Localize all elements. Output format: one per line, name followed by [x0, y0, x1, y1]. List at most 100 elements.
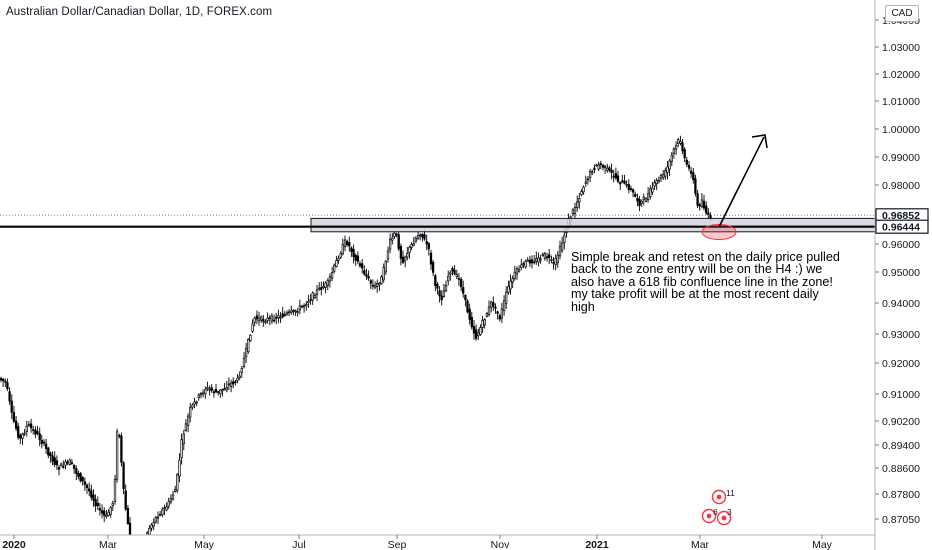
- candle: [23, 429, 26, 437]
- candle: [311, 291, 314, 305]
- candle: [10, 394, 13, 419]
- x-tick-label: May: [812, 539, 833, 550]
- candle: [107, 509, 110, 517]
- y-tick-label: 0.96000: [882, 239, 920, 251]
- price-axis[interactable]: 1.040001.030001.020001.010001.000000.990…: [874, 0, 929, 550]
- candle: [524, 259, 527, 269]
- candle: [180, 433, 183, 465]
- x-tick-label: Sep: [388, 539, 407, 550]
- candle: [98, 503, 102, 516]
- time-axis[interactable]: 2020 Mar May Jul Sep Nov 2021 Mar May: [0, 534, 875, 550]
- economic-events[interactable]: 11 6 3: [701, 488, 736, 526]
- candle: [636, 193, 639, 207]
- candle: [0, 376, 3, 383]
- candle: [363, 265, 366, 276]
- candle: [348, 236, 351, 252]
- candle: [386, 246, 390, 263]
- candle: [595, 163, 598, 167]
- candle: [677, 137, 680, 148]
- candle: [674, 141, 678, 155]
- currency-badge[interactable]: CAD: [885, 5, 919, 22]
- candle: [399, 243, 403, 266]
- candle: [100, 504, 104, 519]
- candle: [217, 390, 220, 396]
- candle: [621, 174, 624, 184]
- price-label[interactable]: 0.96444: [875, 219, 929, 234]
- candle: [408, 245, 411, 259]
- y-tick-label: 0.88600: [882, 463, 920, 475]
- candle: [352, 244, 355, 264]
- candle: [29, 418, 33, 433]
- candle: [79, 472, 82, 483]
- event-flag-ca[interactable]: [711, 489, 727, 505]
- y-tick-label: 1.00000: [882, 124, 920, 136]
- candle: [38, 427, 41, 447]
- candle: [468, 303, 471, 325]
- candle: [696, 189, 699, 208]
- candle: [664, 167, 667, 180]
- candle: [199, 391, 203, 399]
- candle: [672, 147, 676, 159]
- candle: [606, 163, 609, 173]
- candle: [281, 306, 284, 319]
- candle: [629, 185, 633, 192]
- candle: [380, 275, 383, 285]
- candle: [619, 181, 622, 190]
- price-label[interactable]: 0.96852: [875, 208, 929, 223]
- candle: [702, 194, 706, 211]
- candle: [358, 260, 362, 268]
- retest-marker[interactable]: [701, 224, 737, 240]
- candle: [283, 311, 286, 318]
- target-arrow[interactable]: [718, 136, 765, 228]
- candle: [341, 238, 344, 256]
- candle: [451, 266, 454, 276]
- candle: [494, 303, 497, 314]
- candle: [404, 255, 407, 268]
- candle: [601, 163, 605, 171]
- candle: [120, 432, 123, 467]
- candle: [4, 378, 7, 387]
- candle: [412, 236, 415, 247]
- candle: [94, 494, 97, 512]
- candle: [210, 384, 213, 393]
- candle: [240, 366, 243, 378]
- candle: [96, 496, 99, 510]
- candle: [502, 295, 506, 316]
- candle: [163, 504, 166, 516]
- candle: [511, 275, 514, 289]
- candle: [552, 257, 555, 270]
- candle: [522, 261, 525, 269]
- event-flag-ca[interactable]: [701, 508, 717, 524]
- candle: [391, 233, 394, 245]
- y-tick-label: 1.02000: [882, 69, 920, 81]
- candle: [296, 308, 299, 317]
- candle: [6, 378, 9, 392]
- candle: [165, 502, 168, 512]
- candle: [388, 233, 392, 254]
- candle: [268, 314, 271, 326]
- candle: [373, 281, 377, 290]
- candle: [148, 525, 151, 536]
- candle: [608, 165, 611, 173]
- candle: [292, 308, 295, 316]
- candle: [204, 386, 207, 399]
- candle: [369, 279, 372, 289]
- candle: [655, 178, 658, 191]
- candle: [528, 255, 532, 268]
- candle: [77, 470, 80, 480]
- candle: [244, 343, 248, 363]
- candle: [550, 255, 553, 264]
- candle: [640, 199, 643, 207]
- event-count: 3: [727, 507, 732, 517]
- candle: [623, 174, 626, 185]
- candle: [662, 170, 665, 181]
- candle: [8, 387, 11, 405]
- event-count: 6: [713, 507, 718, 517]
- candle: [627, 179, 630, 194]
- candle: [651, 181, 654, 195]
- event-flag-au[interactable]: [716, 510, 732, 526]
- candle: [416, 231, 420, 241]
- candle: [631, 188, 635, 198]
- support-zone[interactable]: [310, 217, 876, 233]
